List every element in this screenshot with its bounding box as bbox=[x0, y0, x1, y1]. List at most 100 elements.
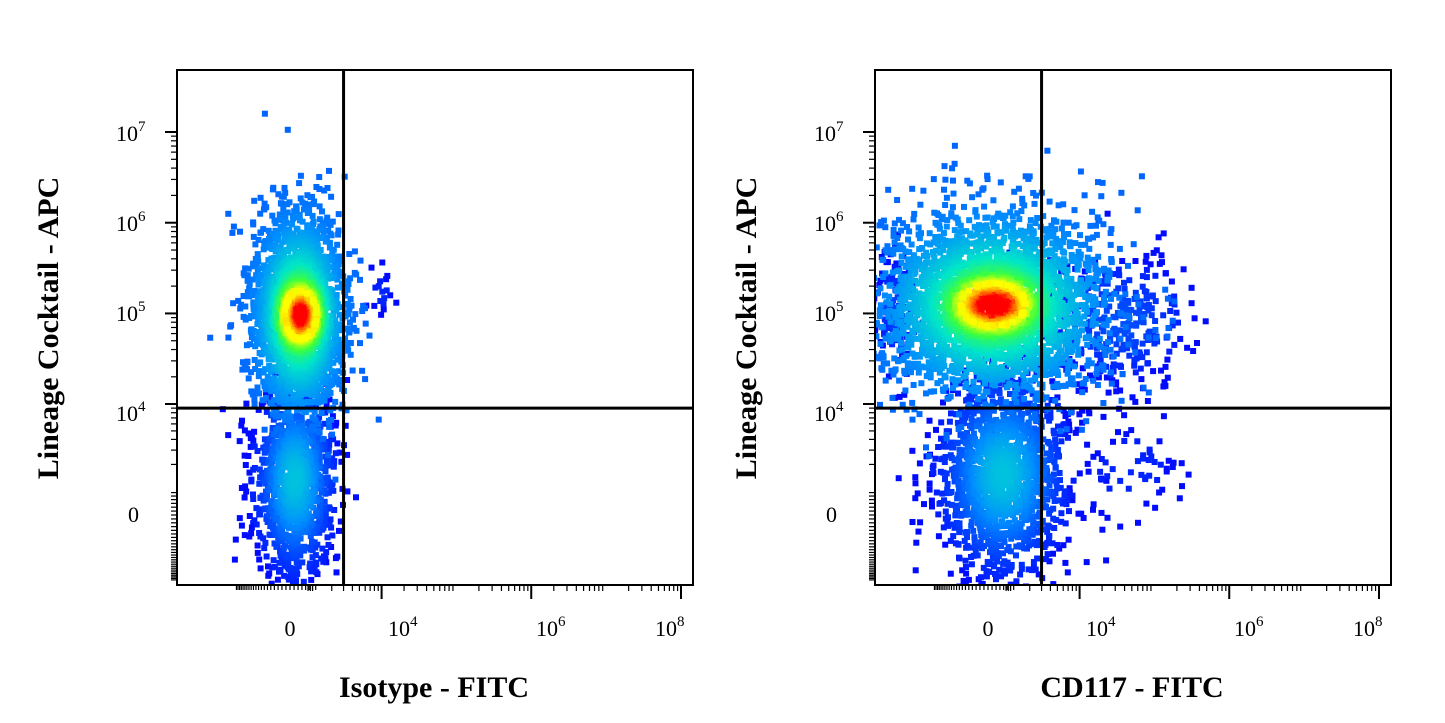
event-dot bbox=[1057, 484, 1064, 491]
event-dot bbox=[301, 399, 308, 406]
event-dot bbox=[1078, 384, 1085, 391]
event-dot bbox=[331, 318, 338, 325]
event-dot bbox=[255, 318, 262, 325]
event-dot bbox=[287, 388, 293, 395]
event-dot bbox=[238, 522, 245, 529]
event-dot bbox=[1132, 369, 1139, 376]
event-dot bbox=[242, 316, 249, 323]
event-dot bbox=[954, 506, 960, 513]
event-dot bbox=[241, 532, 248, 539]
event-dot bbox=[1060, 542, 1067, 549]
event-dot bbox=[305, 274, 312, 281]
event-dot bbox=[380, 306, 387, 313]
event-dot bbox=[996, 566, 1003, 573]
event-dot bbox=[350, 325, 357, 332]
event-dot bbox=[967, 544, 974, 551]
event-dot bbox=[324, 220, 331, 227]
event-dot bbox=[312, 552, 319, 559]
event-dot bbox=[1133, 309, 1139, 316]
event-dot bbox=[272, 332, 279, 338]
event-dot bbox=[1106, 485, 1113, 492]
event-dot bbox=[282, 302, 289, 308]
event-dot bbox=[275, 257, 282, 264]
event-dot bbox=[238, 485, 245, 491]
event-dot bbox=[325, 541, 332, 548]
event-dot bbox=[1140, 311, 1147, 318]
event-dot bbox=[321, 514, 328, 521]
event-dot bbox=[1042, 541, 1049, 548]
event-dot bbox=[1094, 450, 1101, 457]
event-dot bbox=[890, 297, 897, 304]
event-dot bbox=[1120, 345, 1127, 352]
event-dot bbox=[316, 596, 322, 602]
event-dot bbox=[1168, 278, 1175, 285]
event-dot bbox=[1102, 459, 1109, 466]
event-dot bbox=[1117, 387, 1124, 394]
event-dot bbox=[1064, 569, 1071, 576]
event-dot bbox=[296, 336, 302, 343]
event-dot bbox=[371, 302, 378, 309]
event-dot bbox=[256, 390, 262, 397]
event-dot bbox=[313, 244, 320, 251]
event-dot bbox=[1054, 394, 1061, 401]
event-dot bbox=[265, 563, 271, 570]
isotype-y-tick-3: 104 bbox=[116, 399, 146, 426]
event-dot bbox=[257, 359, 264, 366]
event-dot bbox=[1103, 477, 1110, 484]
event-dot bbox=[324, 214, 331, 221]
event-dot bbox=[261, 110, 268, 117]
event-dot bbox=[284, 563, 291, 570]
event-dot bbox=[959, 431, 966, 438]
event-dot bbox=[981, 543, 988, 549]
event-dot bbox=[330, 460, 337, 467]
event-dot bbox=[269, 246, 276, 252]
event-dot bbox=[1054, 447, 1061, 453]
event-dot bbox=[285, 396, 292, 402]
event-dot bbox=[240, 293, 247, 299]
event-dot bbox=[1069, 497, 1076, 504]
event-dot bbox=[978, 582, 985, 585]
event-dot bbox=[1036, 413, 1043, 420]
event-dot bbox=[273, 541, 280, 548]
event-dot bbox=[379, 288, 386, 295]
event-dot bbox=[1132, 339, 1139, 346]
event-dot bbox=[1026, 400, 1033, 407]
event-dot bbox=[983, 573, 990, 580]
event-dot bbox=[313, 508, 320, 515]
event-dot bbox=[1156, 438, 1163, 445]
event-dot bbox=[267, 237, 274, 243]
event-dot bbox=[1061, 488, 1068, 495]
event-dot bbox=[250, 491, 256, 498]
event-dot bbox=[1074, 426, 1081, 433]
event-dot bbox=[290, 488, 297, 495]
event-dot bbox=[293, 559, 300, 566]
event-dot bbox=[332, 264, 339, 271]
event-dot bbox=[1126, 306, 1133, 313]
event-dot bbox=[298, 370, 305, 377]
event-dot bbox=[242, 303, 249, 310]
event-dot bbox=[335, 211, 342, 218]
event-dot bbox=[1044, 413, 1051, 420]
event-dot bbox=[383, 276, 390, 283]
isotype-x-tick-3: 108 bbox=[655, 614, 685, 641]
isotype-x-tick-2: 106 bbox=[536, 614, 566, 641]
event-dot bbox=[1046, 417, 1053, 424]
event-dot bbox=[251, 335, 257, 342]
event-dot bbox=[329, 613, 335, 619]
event-dot bbox=[342, 292, 349, 299]
event-dot bbox=[325, 417, 332, 424]
event-dot bbox=[1027, 541, 1034, 548]
event-dot bbox=[1089, 308, 1096, 315]
event-dot bbox=[1117, 362, 1124, 369]
event-dot bbox=[321, 267, 328, 274]
event-dot bbox=[1087, 372, 1093, 379]
event-dot bbox=[1136, 349, 1143, 356]
event-dot bbox=[282, 542, 288, 549]
event-dot bbox=[277, 403, 284, 410]
event-dot bbox=[1058, 510, 1065, 517]
isotype-x-tick-0: 0 bbox=[285, 616, 296, 641]
event-dot bbox=[1100, 316, 1107, 322]
event-dot bbox=[273, 408, 280, 415]
event-dot bbox=[265, 459, 272, 466]
event-dot bbox=[326, 244, 333, 251]
